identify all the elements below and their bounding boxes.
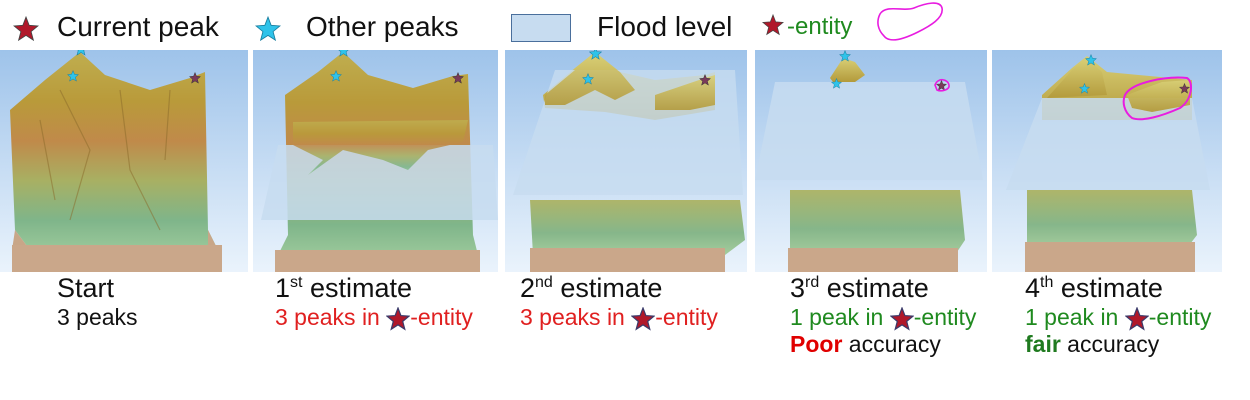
caption-line-post: -entity <box>410 304 473 331</box>
entity-outline-icon <box>877 2 943 41</box>
caption-title-sup: th <box>1040 274 1054 291</box>
caption-estimate-3: 3rd estimate 1 peak in -entity Poor accu… <box>790 273 976 357</box>
caption-accuracy: Poor accuracy <box>790 331 976 357</box>
caption-line-pre: 1 peak in <box>790 304 890 331</box>
caption-title-number: 1 <box>275 273 291 303</box>
caption-title-sup: rd <box>805 274 820 291</box>
caption-title-number: 3 <box>790 273 806 303</box>
caption-line-pre: 1 peak in <box>1025 304 1125 331</box>
caption-title-sup: st <box>290 274 303 291</box>
terrain-estimate-3 <box>755 50 987 272</box>
caption-line-post: -entity <box>1148 304 1212 331</box>
caption-line-pre: 3 peaks in <box>275 304 387 331</box>
accuracy-word: fair <box>1025 330 1061 357</box>
accuracy-rest: accuracy <box>1060 330 1160 357</box>
caption-line-post: -entity <box>913 304 977 331</box>
panel-estimate-1 <box>253 50 498 272</box>
caption-title-number: 2 <box>520 273 536 303</box>
entity-star-icon <box>631 307 655 331</box>
legend: Current peak Other peaks Flood level -en… <box>0 0 1250 50</box>
caption-title-rest: estimate <box>819 273 929 303</box>
caption-title-number: 4 <box>1025 273 1041 303</box>
panel-estimate-3 <box>755 50 987 272</box>
terrain-estimate-1 <box>253 50 498 272</box>
caption-start: Start 3 peaks <box>57 273 138 330</box>
other-peak-star-icon <box>255 16 281 42</box>
entity-star-icon <box>890 307 914 331</box>
caption-line: 1 peak in -entity <box>1025 304 1211 331</box>
caption-title-rest: estimate <box>552 273 663 303</box>
panel-estimate-2 <box>505 50 747 272</box>
caption-line: 3 peaks <box>57 304 138 331</box>
caption-title-text: Start <box>57 273 115 303</box>
legend-other-peaks: Other peaks <box>306 11 459 42</box>
legend-flood-level: Flood level <box>597 11 733 42</box>
caption-title: 2nd estimate <box>520 273 718 304</box>
accuracy-rest: accuracy <box>842 330 941 357</box>
caption-estimate-2: 2nd estimate 3 peaks in -entity <box>520 273 718 331</box>
accuracy-word: Poor <box>790 330 843 357</box>
caption-estimate-1: 1st estimate 3 peaks in -entity <box>275 273 473 331</box>
caption-title: 1st estimate <box>275 273 473 304</box>
caption-line: 3 peaks in -entity <box>275 304 473 331</box>
terrain-estimate-4 <box>992 50 1222 272</box>
caption-line: 3 peaks in -entity <box>520 304 718 331</box>
caption-title: 4th estimate <box>1025 273 1211 304</box>
panel-start <box>0 50 248 272</box>
entity-star-icon <box>386 307 410 331</box>
caption-line-pre: 3 peaks in <box>520 304 632 331</box>
caption-title: Start <box>57 273 138 304</box>
entity-star-icon <box>762 14 784 36</box>
caption-title-rest: estimate <box>302 273 413 303</box>
caption-title-rest: estimate <box>1053 273 1163 303</box>
legend-entity: -entity <box>787 13 853 40</box>
panel-estimate-4 <box>992 50 1222 272</box>
entity-star-icon <box>1125 307 1149 331</box>
current-peak-star-icon <box>13 16 39 42</box>
caption-line-post: -entity <box>655 304 718 331</box>
caption-title-sup: nd <box>535 274 553 291</box>
caption-estimate-4: 4th estimate 1 peak in -entity fair accu… <box>1025 273 1211 357</box>
caption-line: 1 peak in -entity <box>790 304 976 331</box>
caption-title: 3rd estimate <box>790 273 976 304</box>
terrain-estimate-2 <box>505 50 747 272</box>
terrain-start <box>0 50 248 272</box>
caption-accuracy: fair accuracy <box>1025 331 1211 357</box>
flood-level-swatch <box>511 14 571 42</box>
legend-current-peak: Current peak <box>57 11 219 42</box>
